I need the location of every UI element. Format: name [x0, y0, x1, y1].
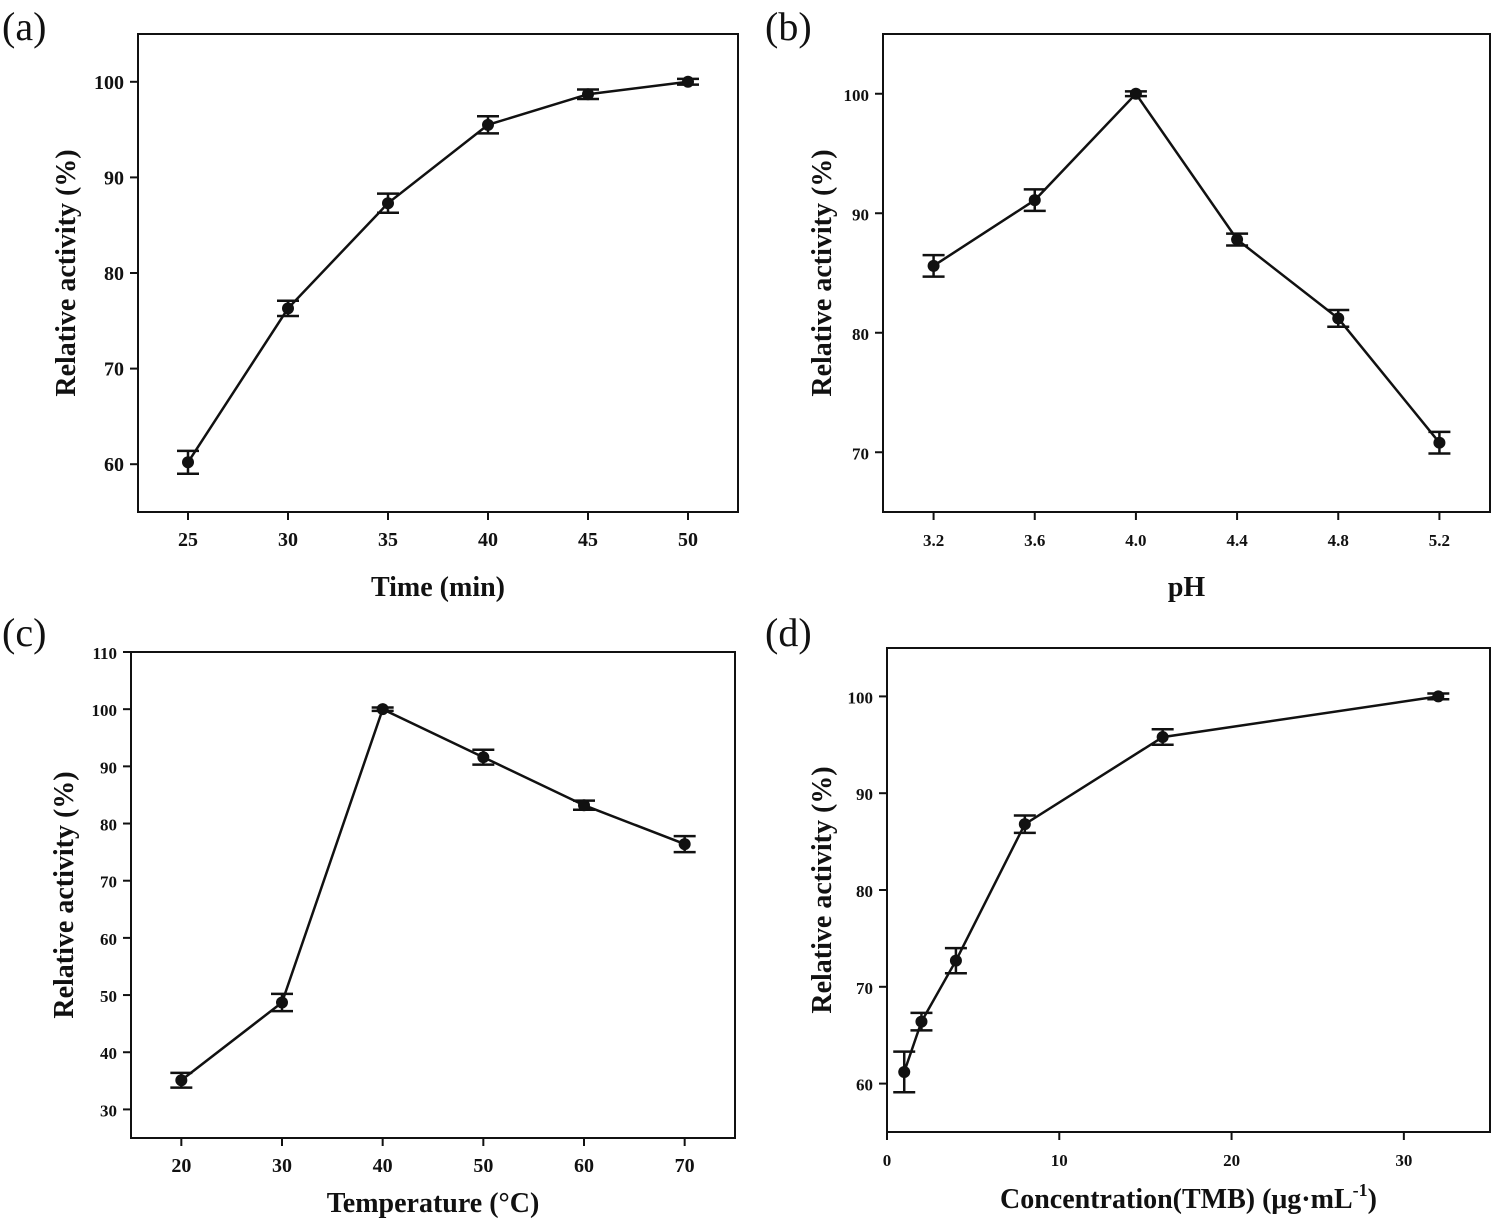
plot-frame	[882, 33, 1491, 513]
x-tick-label: 20	[1223, 1151, 1240, 1170]
y-tick-label: 110	[92, 644, 117, 663]
x-tick-label: 3.6	[1024, 531, 1045, 550]
y-tick-label: 90	[104, 167, 124, 189]
x-tick-label: 3.2	[923, 531, 944, 550]
y-tick-label: 60	[856, 1076, 873, 1095]
x-tick-label: 50	[678, 529, 698, 551]
series-line	[932, 91, 1441, 444]
series-line	[180, 707, 686, 1082]
y-tick-label: 50	[100, 987, 117, 1006]
chart-panel-4: (d) 60 70 80 90 100 0 10 20 30 Relative activity (…	[765, 610, 1491, 1215]
data-point	[276, 996, 288, 1009]
x-tick-label: 30	[1395, 1151, 1412, 1170]
y-tick-label: 70	[104, 359, 124, 381]
data-point	[1433, 436, 1446, 449]
y-axis-title: Relative activity (%)	[807, 766, 838, 1013]
x-tick-label: 40	[373, 1155, 393, 1177]
x-tick-label: 4.0	[1125, 531, 1146, 550]
y-tick-label: 30	[100, 1101, 117, 1120]
plot-frame	[130, 651, 736, 1139]
chart-panel-3: (c) 30 40 50 60 70 80 90 100 110 20 30 40 50 60 70 Relat…	[2, 610, 736, 1219]
data-point	[1432, 690, 1445, 703]
y-axis-title: Relative activity (%)	[49, 771, 80, 1018]
y-tick-label: 70	[852, 444, 869, 463]
x-tick-label: 5.2	[1429, 531, 1450, 550]
y-tick-label: 40	[100, 1044, 117, 1063]
x-axis-title: Concentration(TMB) (μg·mL-1)	[1000, 1180, 1377, 1215]
panel-label: (c)	[2, 610, 46, 655]
y-tick-label: 90	[856, 785, 873, 804]
y-tick-label: 100	[848, 688, 874, 707]
x-tick-label: 60	[574, 1155, 594, 1177]
data-point	[1332, 312, 1345, 325]
data-point	[1156, 731, 1169, 744]
y-tick-label: 70	[856, 979, 873, 998]
y-tick-label: 100	[92, 701, 118, 720]
x-tick-label: 4.8	[1328, 531, 1349, 550]
x-tick-label: 50	[473, 1155, 493, 1177]
data-point	[682, 75, 694, 88]
data-point	[927, 259, 940, 272]
x-tick-label: 35	[378, 529, 398, 551]
data-point	[1129, 87, 1142, 100]
x-tick-label: 4.4	[1226, 531, 1248, 550]
data-point	[182, 456, 194, 469]
y-tick-label: 90	[852, 205, 869, 224]
data-point	[578, 799, 590, 812]
x-tick-label: 25	[178, 529, 198, 551]
series-line	[903, 695, 1439, 1073]
y-tick-label: 80	[856, 882, 873, 901]
data-point	[949, 954, 962, 967]
y-tick-label: 60	[104, 454, 124, 476]
data-point	[898, 1065, 911, 1078]
x-axis-title: pH	[1168, 572, 1206, 603]
panel-label: (d)	[765, 610, 812, 655]
panel-label: (a)	[2, 4, 46, 49]
x-tick-label: 40	[478, 529, 498, 551]
x-tick-label: 30	[278, 529, 298, 551]
data-point	[1231, 233, 1244, 246]
x-tick-label: 10	[1051, 1151, 1068, 1170]
y-tick-label: 80	[100, 816, 117, 835]
data-point	[1018, 818, 1031, 831]
x-tick-label: 45	[578, 529, 598, 551]
y-tick-label: 70	[100, 873, 117, 892]
x-tick-label: 0	[883, 1151, 892, 1170]
chart-panel-1: (a) 60 70 80 90 100 25 30 35 40 45 50 Relative activ…	[2, 4, 739, 603]
y-tick-label: 60	[100, 930, 117, 949]
y-tick-label: 100	[94, 72, 124, 94]
plot-frame	[886, 647, 1491, 1133]
y-tick-label: 90	[100, 758, 117, 777]
panel-label: (b)	[765, 4, 812, 49]
data-point	[582, 88, 594, 101]
data-point	[482, 118, 494, 131]
data-point	[477, 751, 490, 764]
data-point	[1028, 194, 1041, 207]
series-line	[186, 80, 689, 463]
data-point	[175, 1074, 188, 1087]
x-tick-label: 20	[171, 1155, 191, 1177]
data-point	[376, 703, 389, 716]
data-point	[915, 1015, 928, 1028]
y-tick-label: 80	[104, 263, 124, 285]
x-tick-label: 70	[675, 1155, 695, 1177]
y-tick-label: 80	[852, 325, 869, 344]
y-axis-title: Relative activity (%)	[51, 149, 82, 396]
x-axis-title: Time (min)	[371, 572, 505, 603]
y-axis-title: Relative activity (%)	[807, 149, 838, 396]
x-axis-title: Temperature (°C)	[327, 1188, 540, 1219]
data-point	[382, 197, 394, 210]
chart-panel-2: (b) 70 80 90 100 3.2 3.6 4.0 4.4 4.8 5.2 Relative a…	[765, 4, 1491, 603]
x-tick-label: 30	[272, 1155, 292, 1177]
y-tick-label: 100	[844, 86, 870, 105]
plot-frame	[137, 33, 739, 513]
data-point	[282, 302, 294, 315]
data-point	[678, 838, 691, 851]
